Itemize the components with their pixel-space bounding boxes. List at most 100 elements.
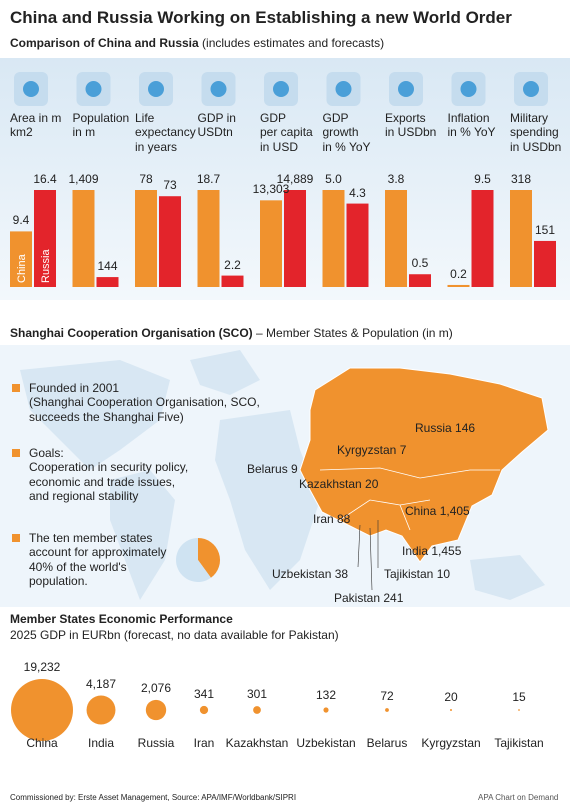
category-label: GDP growth in % YoY bbox=[322, 111, 371, 154]
icon-glyph bbox=[398, 81, 414, 97]
bar bbox=[159, 196, 181, 287]
value-label: 14,889 bbox=[276, 172, 314, 186]
icon-glyph bbox=[460, 81, 477, 97]
map-label: Tajikistan 10 bbox=[384, 567, 451, 581]
pie-slice bbox=[198, 538, 221, 578]
bar bbox=[534, 240, 556, 287]
category-label: Area in m km2 bbox=[10, 111, 62, 140]
legend-label: Russia bbox=[40, 248, 52, 283]
bullet-marker bbox=[12, 384, 20, 392]
category-label: Kyrgyzstan bbox=[421, 736, 481, 750]
section-header: Comparison of China and Russia (includes… bbox=[10, 36, 384, 50]
icon-glyph bbox=[23, 81, 39, 97]
sco-title: Shanghai Cooperation Organisation (SCO) bbox=[10, 326, 253, 340]
bar bbox=[10, 231, 32, 287]
value-label: 15 bbox=[512, 690, 526, 705]
map-label: Uzbekistan 38 bbox=[272, 567, 349, 581]
value-label: 301 bbox=[246, 687, 268, 702]
value-label: 144 bbox=[97, 259, 118, 274]
bubble bbox=[11, 679, 73, 741]
map-label: Iran 88 bbox=[313, 512, 351, 526]
bar bbox=[471, 190, 494, 287]
bar bbox=[322, 190, 345, 287]
bar bbox=[409, 274, 431, 287]
category-label: Tajikistan bbox=[494, 736, 544, 750]
icon-glyph bbox=[148, 81, 164, 97]
footer-credit: APA Chart on Demand bbox=[478, 793, 559, 802]
sco-header: Shanghai Cooperation Organisation (SCO) … bbox=[10, 326, 453, 340]
bar bbox=[510, 190, 532, 287]
value-label: 9.4 bbox=[12, 213, 30, 228]
map-label: Russia 146 bbox=[415, 421, 476, 435]
bar bbox=[221, 275, 244, 287]
category-label: India bbox=[87, 736, 115, 750]
value-label: 2.2 bbox=[224, 257, 241, 272]
icon-glyph bbox=[85, 81, 102, 97]
bar bbox=[284, 190, 306, 287]
category-label: China bbox=[26, 736, 58, 750]
bubble bbox=[323, 707, 329, 713]
category-label: Inflation in % YoY bbox=[447, 111, 496, 140]
icon-glyph bbox=[273, 81, 289, 97]
category-label: GDP per capita in USD bbox=[260, 111, 313, 154]
value-label: 132 bbox=[315, 688, 337, 703]
map-label: China 1,405 bbox=[405, 504, 470, 518]
value-label: 5.0 bbox=[325, 172, 342, 186]
bar bbox=[72, 190, 95, 287]
bar bbox=[385, 190, 407, 287]
world-map bbox=[20, 350, 545, 600]
section-subtitle: (includes estimates and forecasts) bbox=[202, 36, 385, 50]
category-label: Kazakhstan bbox=[225, 736, 289, 750]
icon-glyph bbox=[335, 81, 352, 97]
bar bbox=[260, 200, 282, 287]
bar bbox=[96, 277, 119, 287]
category-label: Belarus bbox=[366, 736, 408, 750]
map-label: India 1,455 bbox=[402, 544, 462, 558]
bullet-text: The ten member states account for approx… bbox=[29, 531, 167, 589]
bar bbox=[346, 203, 369, 287]
category-label: Exports in USDbn bbox=[385, 111, 437, 140]
bubble bbox=[86, 695, 116, 725]
map-label: Pakistan 241 bbox=[334, 591, 404, 605]
bubble bbox=[199, 705, 209, 715]
value-label: 1,409 bbox=[68, 172, 99, 186]
bar bbox=[447, 284, 470, 287]
bar bbox=[197, 190, 220, 287]
pie-slice bbox=[176, 538, 211, 582]
bullet-marker bbox=[12, 534, 20, 542]
legend-label: China bbox=[16, 253, 28, 283]
value-label: 341 bbox=[193, 686, 215, 701]
value-label: 0.2 bbox=[450, 266, 467, 281]
category-label: Iran bbox=[193, 736, 215, 750]
map-label: Belarus 9 bbox=[247, 462, 298, 476]
category-label: Population in m bbox=[72, 111, 130, 140]
value-label: 151 bbox=[534, 222, 556, 237]
value-label: 16.4 bbox=[33, 172, 57, 186]
value-label: 3.8 bbox=[387, 172, 405, 186]
category-label: Russia bbox=[137, 736, 175, 750]
value-label: 20 bbox=[444, 690, 458, 704]
sco-region bbox=[299, 367, 549, 563]
footer-source: Commissioned by: Erste Asset Management,… bbox=[10, 793, 297, 802]
bullet-text: Founded in 2001 (Shanghai Cooperation Or… bbox=[29, 381, 260, 424]
value-label: 4,187 bbox=[85, 676, 117, 691]
bubble bbox=[450, 709, 452, 711]
bubble bbox=[518, 709, 520, 711]
map-label: Kyrgyzstan 7 bbox=[337, 443, 407, 457]
borders bbox=[319, 467, 500, 531]
value-label: 318 bbox=[510, 172, 532, 186]
bullet-marker bbox=[12, 449, 20, 457]
value-label: 9.5 bbox=[474, 172, 491, 186]
bar bbox=[34, 190, 56, 287]
bullet-text: Goals: Cooperation in security policy, e… bbox=[29, 446, 189, 504]
sco-subtitle: – Member States & Population (in m) bbox=[256, 326, 453, 340]
category-label: Life expectancy in years bbox=[135, 111, 196, 154]
value-label: 73 bbox=[163, 178, 177, 193]
icon-glyph bbox=[210, 81, 227, 97]
page-title: China and Russia Working on Establishing… bbox=[10, 8, 512, 27]
bubble bbox=[385, 708, 389, 712]
value-label: 4.3 bbox=[349, 185, 366, 200]
value-label: 18.7 bbox=[196, 172, 221, 186]
